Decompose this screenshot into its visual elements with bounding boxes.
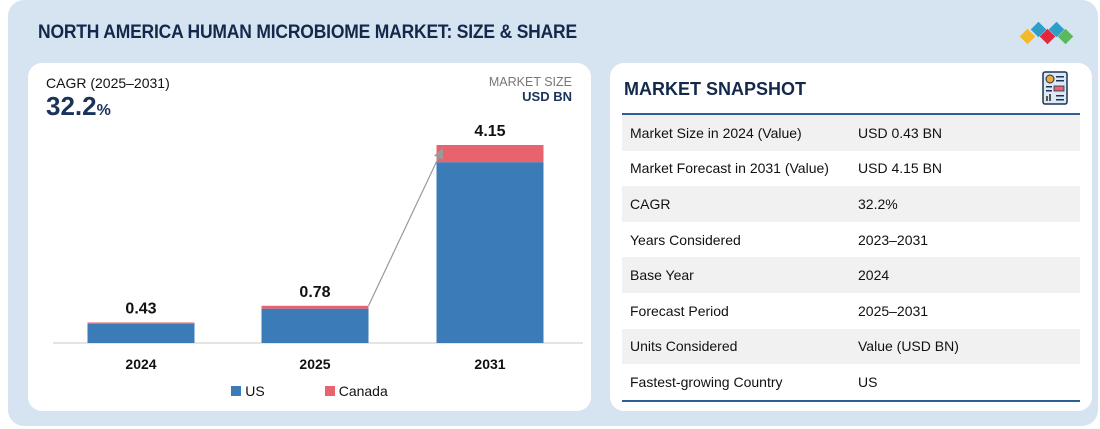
growth-arrow — [367, 147, 444, 307]
data-label: 4.15 — [474, 123, 505, 140]
table-row: CAGR 32.2% — [622, 186, 1080, 222]
x-tick-label: 2031 — [474, 356, 505, 372]
infographic: NORTH AMERICA HUMAN MICROBIOME MARKET: S… — [8, 0, 1098, 426]
data-label: 0.43 — [125, 300, 156, 317]
legend-item-us: US — [231, 383, 265, 399]
row-label: Forecast Period — [630, 302, 729, 319]
row-label: Market Size in 2024 (Value) — [630, 124, 802, 141]
bar-canada-2024 — [87, 322, 195, 324]
table-row: Units Considered Value (USD BN) — [622, 328, 1080, 365]
chart-card: CAGR (2025–2031) 32.2% MARKET SIZE USD BN… — [28, 63, 591, 411]
cagr-value: 32.2% — [46, 91, 111, 121]
row-value: 32.2% — [858, 195, 898, 212]
row-value: 2025–2031 — [858, 302, 929, 319]
row-label: Base Year — [630, 267, 694, 284]
bar-chart: 0.43 2024 0.78 2025 4.15 2031 — [53, 123, 583, 372]
legend: US Canada — [28, 383, 591, 399]
table-row: Market Size in 2024 (Value) USD 0.43 BN — [622, 115, 1080, 151]
row-value: 2024 — [858, 267, 890, 284]
data-label: 0.78 — [299, 284, 330, 301]
snapshot-table: Market Size in 2024 (Value) USD 0.43 BN Ma… — [622, 113, 1080, 402]
table-row: Base Year 2024 — [622, 257, 1080, 293]
row-label: Market Forecast in 2031 (Value) — [630, 160, 829, 177]
row-label: Fastest-growing Country — [630, 373, 783, 390]
bar-us-2025 — [261, 308, 369, 343]
x-tick-label: 2024 — [125, 356, 156, 372]
cagr-label: CAGR (2025–2031) — [46, 75, 170, 91]
diamond-logo-icon — [1019, 21, 1074, 45]
legend-item-canada: Canada — [324, 383, 388, 399]
table-row: Fastest-growing Country US — [622, 364, 1080, 400]
row-label: CAGR — [630, 195, 671, 212]
row-label: Years Considered — [630, 231, 741, 248]
page-title: NORTH AMERICA HUMAN MICROBIOME MARKET: S… — [38, 22, 577, 43]
bar-us-2024 — [87, 323, 195, 343]
table-row: Forecast Period 2025–2031 — [622, 293, 1080, 329]
x-tick-label: 2025 — [299, 356, 330, 372]
row-value: USD 0.43 BN — [858, 124, 943, 141]
row-value: USD 4.15 BN — [858, 160, 943, 177]
row-value: 2023–2031 — [858, 231, 929, 248]
snapshot-title: MARKET SNAPSHOT — [624, 79, 807, 99]
legend-swatch — [231, 386, 242, 396]
table-row: Years Considered 2023–2031 — [622, 222, 1080, 258]
legend-swatch — [324, 386, 335, 396]
row-value: Value (USD BN) — [858, 338, 959, 355]
row-label: Units Considered — [630, 338, 738, 355]
bar-canada-2025 — [261, 305, 369, 309]
row-value: US — [858, 373, 878, 390]
table-row: Market Forecast in 2031 (Value) USD 4.15 … — [622, 151, 1080, 187]
report-icon — [1042, 71, 1068, 105]
snapshot-card: MARKET SNAPSHOT Market Size in 2024 (Val… — [610, 63, 1092, 411]
market-size-label: MARKET SIZE USD BN — [488, 75, 572, 104]
bar-us-2031 — [436, 162, 544, 343]
bar-canada-2031 — [436, 145, 544, 163]
